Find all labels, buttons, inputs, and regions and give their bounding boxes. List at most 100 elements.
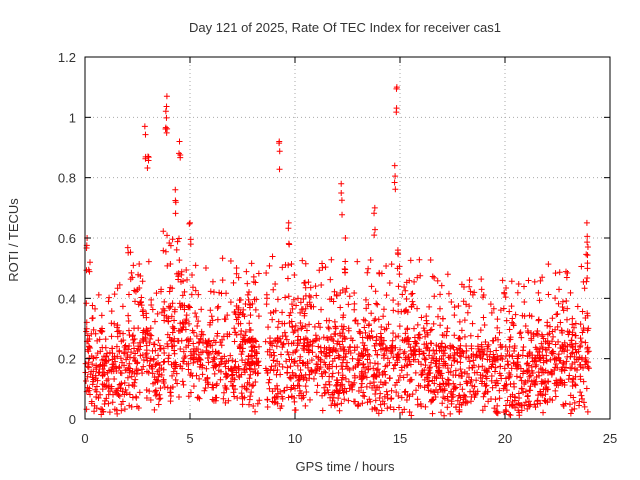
data-point (326, 352, 333, 359)
data-point (179, 365, 186, 372)
data-point (331, 355, 338, 362)
data-point (252, 378, 259, 385)
data-point (101, 363, 108, 370)
data-point (270, 349, 277, 356)
data-point (507, 334, 514, 341)
data-point (553, 355, 560, 362)
data-point (207, 342, 214, 349)
data-point (231, 308, 238, 315)
data-point (246, 375, 253, 382)
data-point (274, 386, 281, 393)
data-point (491, 405, 498, 412)
data-point (442, 360, 449, 367)
data-point (422, 362, 429, 369)
data-point (536, 349, 543, 356)
data-point (551, 355, 558, 362)
data-point (463, 378, 470, 385)
data-point (406, 408, 413, 415)
data-point (131, 345, 138, 352)
data-point (522, 323, 529, 330)
data-point (420, 325, 427, 332)
data-point (467, 288, 474, 295)
data-point (171, 350, 178, 357)
data-point (136, 339, 143, 346)
data-point (582, 354, 589, 361)
data-point (204, 349, 211, 356)
data-point (382, 363, 389, 370)
data-point (94, 350, 101, 357)
data-point (294, 362, 301, 369)
data-point (352, 398, 359, 405)
data-point (382, 371, 389, 378)
data-point (318, 306, 325, 313)
data-point (558, 377, 565, 384)
data-point (427, 369, 434, 376)
data-point (135, 271, 142, 278)
data-point (510, 359, 517, 366)
data-point (116, 393, 123, 400)
data-point (222, 399, 229, 406)
data-point (556, 357, 563, 364)
data-point (307, 338, 314, 345)
data-point (373, 300, 380, 307)
data-point (224, 373, 231, 380)
data-point (320, 334, 327, 341)
data-point (552, 360, 559, 367)
data-point (439, 400, 446, 407)
data-point (164, 262, 171, 269)
data-point (169, 236, 176, 243)
data-point (341, 333, 348, 340)
data-point (494, 316, 501, 323)
data-point (345, 327, 352, 334)
data-point (340, 326, 347, 333)
data-point (273, 393, 280, 400)
data-point (361, 393, 368, 400)
data-point (584, 275, 591, 282)
data-point (244, 280, 251, 287)
data-point (567, 410, 574, 417)
data-point (197, 335, 204, 342)
data-point (534, 331, 541, 338)
data-point (429, 396, 436, 403)
data-point (537, 388, 544, 395)
data-point (321, 359, 328, 366)
data-point (269, 253, 276, 260)
data-point (570, 324, 577, 331)
data-point (528, 313, 535, 320)
data-point (193, 333, 200, 340)
data-point (358, 380, 365, 387)
data-point (153, 391, 160, 398)
data-point (193, 313, 200, 320)
data-point (263, 291, 270, 298)
y-tick-label: 0 (69, 412, 76, 427)
data-point (430, 347, 437, 354)
data-point (124, 354, 131, 361)
data-point (187, 241, 194, 248)
data-point (381, 393, 388, 400)
data-point (266, 376, 273, 383)
data-point (371, 210, 378, 217)
data-point (186, 220, 193, 227)
data-point (106, 294, 113, 301)
data-point (463, 354, 470, 361)
data-point (416, 256, 423, 263)
x-tick-label: 15 (393, 431, 407, 446)
data-point (471, 383, 478, 390)
data-point (444, 397, 451, 404)
data-point (179, 292, 186, 299)
data-point (128, 403, 135, 410)
data-point (146, 339, 153, 346)
data-point (336, 387, 343, 394)
data-point (481, 322, 488, 329)
data-point (382, 344, 389, 351)
data-point (535, 316, 542, 323)
x-tick-label: 10 (288, 431, 302, 446)
data-point (167, 398, 174, 405)
data-point (179, 378, 186, 385)
data-point (511, 383, 518, 390)
data-point (318, 282, 325, 289)
data-point (387, 404, 394, 411)
data-point (444, 404, 451, 411)
data-point (165, 355, 172, 362)
data-point (434, 277, 441, 284)
